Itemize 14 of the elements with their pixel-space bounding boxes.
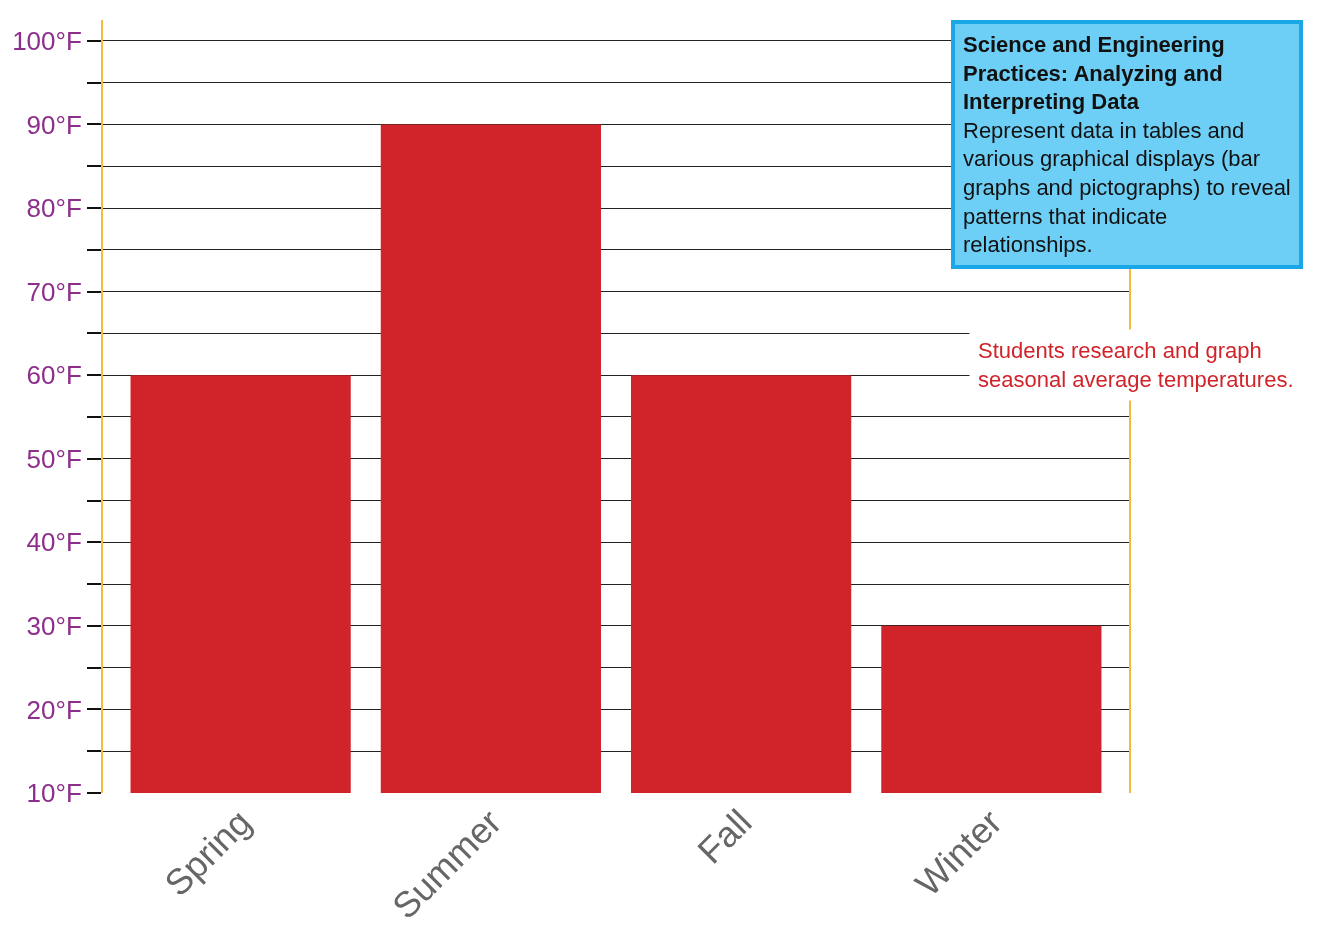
annotation: Students research and graph seasonal average temperatures.	[978, 338, 1294, 392]
y-tick-label: 100°F	[12, 25, 82, 56]
y-tick-label: 70°F	[26, 276, 82, 307]
annotation: Science and Engineering Practices: Analyzing and Interpreting Data	[963, 32, 1225, 115]
y-tick-label: 50°F	[26, 443, 82, 474]
y-tick-label: 90°F	[26, 109, 82, 140]
y-tick-label: 40°F	[26, 527, 82, 558]
annotation: Represent data in tables and various graphical displays (bar graphs and pictographs) to reveal patterns that indicate relationships.	[963, 117, 1291, 258]
y-tick-label: 60°F	[26, 360, 82, 391]
y-tick-label: 10°F	[26, 778, 82, 809]
y-tick-label: 80°F	[26, 193, 82, 224]
y-tick-label: 30°F	[26, 610, 82, 641]
x-tick-label: Fall	[689, 801, 760, 872]
y-tick-label: 20°F	[26, 694, 82, 725]
